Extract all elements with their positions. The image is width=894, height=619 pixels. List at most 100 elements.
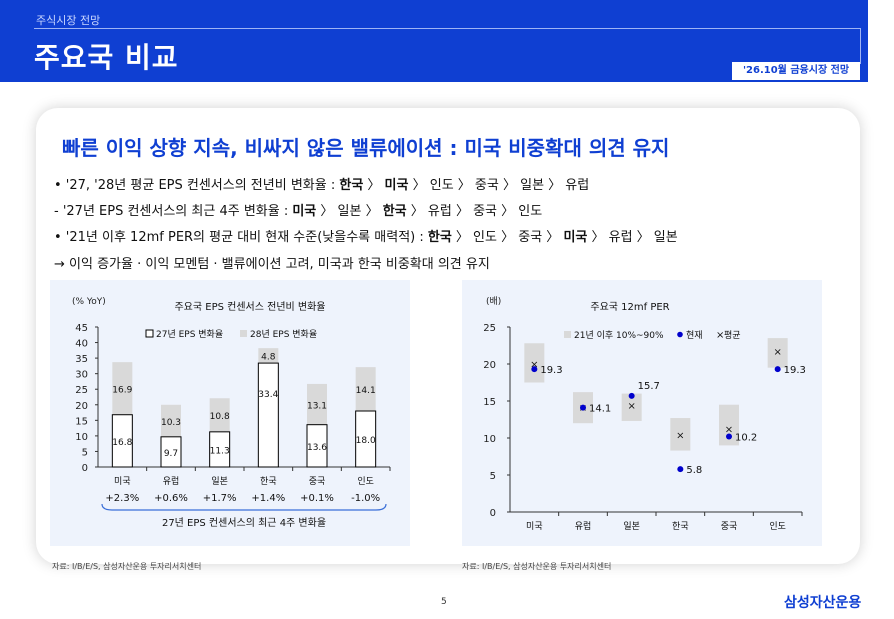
bar-27-label: 18.0 <box>356 436 376 446</box>
legend-label-average: 평균 <box>724 330 741 341</box>
bullet-text-run: 〉 인도 〉 중국 〉 일본 〉 유럽 <box>408 178 590 193</box>
x-tick-label: 유럽 <box>163 476 180 487</box>
y-tick-label: 30 <box>75 370 88 381</box>
average-marker: × <box>627 401 635 412</box>
per-chart: (배) 주요국 12mf PER 0 5 10 15 20 25 21년 이후 10%~90% 현… <box>483 296 806 532</box>
bar-28-1 <box>161 404 181 437</box>
legend-swatch-current <box>677 331 683 338</box>
eps-chart-panel: (% YoY) 주요국 EPS 컨센서스 전년비 변화율 0 5 10 15 20 25 30 3… <box>50 280 410 546</box>
bar-27-4 <box>306 424 328 468</box>
bullet-text-run: 〉 <box>363 178 385 193</box>
four-week-change: +1.4% <box>251 493 285 504</box>
header-rule-vertical <box>860 28 861 64</box>
bullet-text-run: • '27, '28년 평균 EPS 컨센서스의 전년비 변화율 : <box>54 178 340 193</box>
range-box-5 <box>767 338 788 368</box>
per-chart-panel: (배) 주요국 12mf PER 0 5 10 15 20 25 21년 이후 10%~90% 현… <box>462 280 822 546</box>
bar-28-3 <box>258 348 279 364</box>
legend-label-range: 21년 이후 10%~90% <box>574 330 664 341</box>
bar-27-5 <box>355 410 377 468</box>
header-rule <box>34 28 860 29</box>
bullet-text-run: 미국 <box>563 230 588 245</box>
range-box-0 <box>524 343 545 383</box>
bracket-label: 27년 EPS 컨센서스의 최근 4주 변화율 <box>162 517 326 529</box>
y-tick-label: 20 <box>483 360 496 371</box>
bullet-text-run: 미국 <box>384 178 409 193</box>
bullet-text-run: 〉 유럽 〉 중국 〉 인도 <box>406 204 543 219</box>
x-tick-label: 유럽 <box>575 521 592 532</box>
y-tick-label: 0 <box>82 463 88 474</box>
current-label: 19.3 <box>540 365 562 376</box>
y-tick-label: 5 <box>82 447 88 458</box>
report-badge: '26.10월 금융시장 전망 <box>732 62 860 80</box>
current-label: 5.8 <box>686 465 702 476</box>
bar-27-label: 13.6 <box>307 443 327 453</box>
chart-title: 주요국 EPS 컨센서스 전년비 변화율 <box>174 301 325 313</box>
bar-28-4 <box>307 383 327 425</box>
current-point-2 <box>628 392 635 399</box>
average-marker: × <box>725 425 733 436</box>
x-tick-label: 미국 <box>526 521 543 532</box>
average-marker: × <box>773 347 781 358</box>
four-week-change: +2.3% <box>105 493 139 504</box>
x-tick-label: 인도 <box>769 521 786 532</box>
bar-28-label: 16.9 <box>112 385 132 395</box>
bullet-text-run: 〉 일본 〉 <box>316 204 383 219</box>
x-tick-label: 일본 <box>211 476 228 487</box>
company-logo: 삼성자산운용 <box>784 595 862 611</box>
bar-28-label: 14.1 <box>356 386 376 396</box>
legend-swatch-28 <box>240 330 247 337</box>
bullet-per: • '21년 이후 12mf PER의 평균 대비 현재 수준(낮을수록 매력적… <box>54 226 678 245</box>
page-title: 주요국 비교 <box>34 41 179 74</box>
bullet-conclusion: → 이익 증가율 · 이익 모멘텀 · 밸류에이션 고려, 미국과 한국 비중확… <box>54 253 490 272</box>
bar-28-0 <box>112 362 133 415</box>
current-label: 14.1 <box>589 404 611 415</box>
current-label: 10.2 <box>735 433 757 444</box>
y-tick-label: 5 <box>490 471 496 482</box>
y-tick-label: 25 <box>483 323 496 334</box>
bar-27-0 <box>111 414 133 468</box>
current-label: 19.3 <box>784 365 806 376</box>
x-tick-label: 일본 <box>623 521 640 532</box>
bar-28-label: 10.3 <box>161 418 181 428</box>
bar-27-label: 9.7 <box>164 449 178 459</box>
y-tick-label: 25 <box>75 385 88 396</box>
bar-27-2 <box>209 431 231 468</box>
four-week-change: +0.1% <box>300 493 334 504</box>
chart-title: 주요국 12mf PER <box>590 301 669 313</box>
bullet-text-run: 〉 유럽 〉 일본 <box>587 230 678 245</box>
average-marker: × <box>676 431 684 442</box>
bracket <box>101 503 387 511</box>
legend-label-28: 28년 EPS 변화율 <box>250 329 317 340</box>
legend-swatch-range <box>564 331 571 338</box>
bullet-eps-4week: - '27년 EPS 컨센서스의 최근 4주 변화율 : 미국 〉 일본 〉 한… <box>54 200 542 219</box>
four-week-change: -1.0% <box>351 493 380 504</box>
bar-28-label: 13.1 <box>307 401 327 411</box>
current-label: 15.7 <box>638 381 660 392</box>
y-tick-label: 35 <box>75 354 88 365</box>
current-point-1 <box>580 404 586 411</box>
legend-label-27: 27년 EPS 변화율 <box>156 329 223 340</box>
bullet-text-run: - '27년 EPS 컨센서스의 최근 4주 변화율 : <box>54 204 293 219</box>
bar-27-label: 16.8 <box>112 438 132 448</box>
y-tick-label: 15 <box>483 397 496 408</box>
legend-swatch-average: × <box>716 330 724 341</box>
y-tick-label: 20 <box>75 401 88 412</box>
bullet-text-run: → 이익 증가율 · 이익 모멘텀 · 밸류에이션 고려, 미국과 한국 비중확… <box>54 257 490 272</box>
y-tick-label: 15 <box>75 416 88 427</box>
range-box-3 <box>670 418 691 451</box>
bar-28-2 <box>209 398 230 432</box>
x-tick-label: 인도 <box>357 476 374 487</box>
bullet-eps-change: • '27, '28년 평균 EPS 컨센서스의 전년비 변화율 : 한국 〉 … <box>54 174 589 193</box>
page-number: 5 <box>441 597 447 607</box>
legend-swatch-27 <box>145 329 154 338</box>
range-box-2 <box>621 393 642 421</box>
four-week-change: +0.6% <box>154 493 188 504</box>
bullet-text-run: 한국 <box>339 178 364 193</box>
bar-28-5 <box>355 367 376 411</box>
x-tick-label: 한국 <box>672 521 689 532</box>
x-tick-label: 중국 <box>309 476 326 487</box>
x-tick-label: 한국 <box>260 476 277 487</box>
bar-27-1 <box>160 436 182 468</box>
bullet-text-run: 한국 <box>427 230 452 245</box>
current-point-3 <box>677 466 684 473</box>
